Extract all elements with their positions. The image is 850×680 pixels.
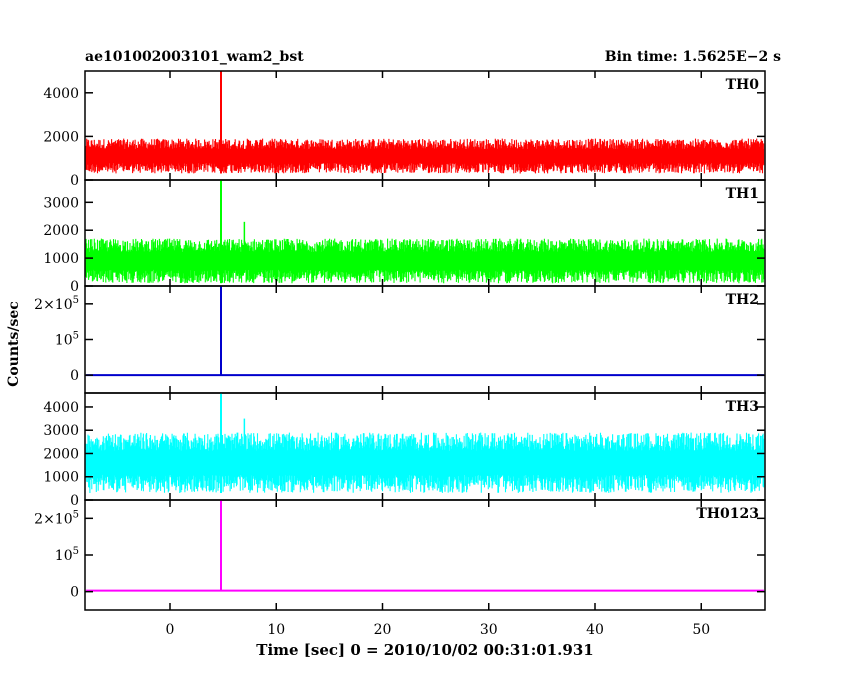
panel-label: TH0123 (696, 506, 759, 522)
series-th0 (85, 138, 765, 174)
panel-frame (84, 285, 766, 394)
y-tick-label: 1000 (43, 470, 79, 486)
y-tick-label: 2×105 (34, 509, 79, 527)
panel-frame (84, 499, 766, 611)
y-tick-label: 1000 (43, 251, 79, 267)
y-tick-label: 105 (55, 331, 79, 349)
y-tick-label: 2000 (43, 129, 79, 145)
x-tick-label: 30 (480, 622, 498, 638)
x-tick-label: 40 (586, 622, 604, 638)
panel-th2: 0 105 2×105 TH2 (34, 285, 766, 394)
bin-time-label: Bin time: 1.5625E−2 s (605, 49, 781, 65)
x-axis-label: Time [sec] 0 = 2010/10/02 00:31:01.931 (256, 641, 593, 659)
y-tick-label: 0 (70, 493, 79, 509)
panel-th1: 0 1000 2000 3000 TH1 (43, 179, 766, 295)
series-th3 (85, 432, 765, 493)
y-tick-label: 3000 (43, 195, 79, 211)
series-th1 (85, 238, 765, 284)
y-tick-label: 2000 (43, 446, 79, 462)
y-tick-label: 0 (70, 279, 79, 295)
y-tick-label: 4000 (43, 400, 79, 416)
panel-label: TH0 (726, 77, 760, 93)
y-tick-label: 105 (55, 546, 79, 564)
y-tick-label: 2000 (43, 223, 79, 239)
y-tick-label: 4000 (43, 86, 79, 102)
y-axis-label: Counts/sec (6, 301, 22, 387)
chart-title: ae101002003101_wam2_bst (85, 49, 304, 65)
x-tick-label: 10 (267, 622, 285, 638)
x-tick-label: 50 (692, 622, 710, 638)
panel-th0: 0 2000 4000 TH0 (43, 70, 766, 189)
panel-label: TH1 (726, 186, 759, 202)
panel-th0123: 0 105 2×105 TH0123 (34, 499, 766, 611)
y-tick-label: 0 (70, 585, 79, 601)
panel-label: TH3 (726, 399, 759, 415)
x-tick-label: 20 (374, 622, 392, 638)
panel-th3: 0 1000 2000 3000 4000 TH3 (43, 392, 766, 509)
y-tick-label: 2×105 (34, 295, 79, 313)
y-tick-label: 0 (70, 173, 79, 189)
y-tick-label: 3000 (43, 423, 79, 439)
y-tick-label: 0 (70, 368, 79, 384)
x-tick-label: 0 (166, 622, 175, 638)
panel-label: TH2 (726, 292, 759, 308)
